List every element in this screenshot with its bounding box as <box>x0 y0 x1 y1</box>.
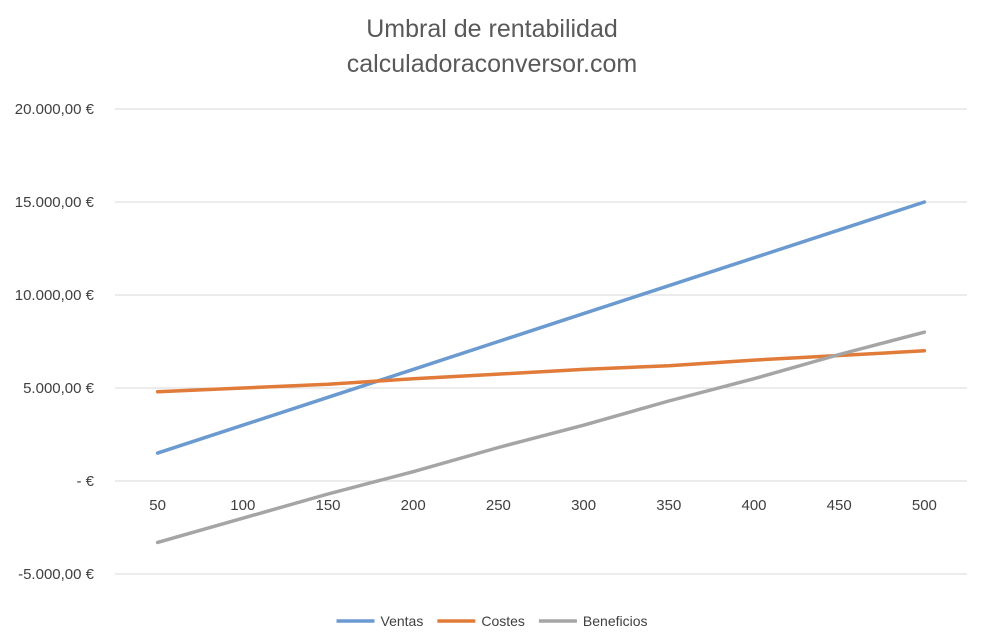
legend-label-ventas: Ventas <box>381 613 424 629</box>
series-line-costes <box>155 349 927 394</box>
legend-label-beneficios: Beneficios <box>583 613 648 629</box>
y-tick-label: 20.000,00 € <box>15 101 95 118</box>
legend-label-costes: Costes <box>481 613 525 629</box>
x-tick-label: 450 <box>827 497 852 514</box>
x-tick-label: 500 <box>912 497 937 514</box>
x-tick-label: 50 <box>149 497 166 514</box>
x-tick-label: 100 <box>230 497 255 514</box>
y-tick-label: 10.000,00 € <box>15 287 95 304</box>
x-tick-label: 350 <box>656 497 681 514</box>
y-tick-label: -5.000,00 € <box>18 566 95 583</box>
x-tick-label: 250 <box>486 497 511 514</box>
series-lines <box>155 200 927 545</box>
x-tick-label: 300 <box>571 497 596 514</box>
x-tick-label: 150 <box>315 497 340 514</box>
y-tick-label: 5.000,00 € <box>23 380 95 397</box>
chart-subtitle: calculadoraconversor.com <box>347 50 637 78</box>
y-tick-label: 15.000,00 € <box>15 194 95 211</box>
x-tick-label: 200 <box>401 497 426 514</box>
series-line-beneficios <box>155 330 927 545</box>
x-tick-label: 400 <box>741 497 766 514</box>
x-axis-tick-labels: 50 100 150 200 250 300 350 400 450 500 <box>149 497 937 514</box>
chart-title: Umbral de rentabilidad <box>366 15 618 43</box>
series-line-ventas <box>155 200 927 455</box>
y-axis-tick-labels: 20.000,00 € 15.000,00 € 10.000,00 € 5.000,0… <box>15 101 95 583</box>
y-tick-label: - € <box>76 473 94 490</box>
legend: Ventas Costes Beneficios <box>336 613 648 629</box>
